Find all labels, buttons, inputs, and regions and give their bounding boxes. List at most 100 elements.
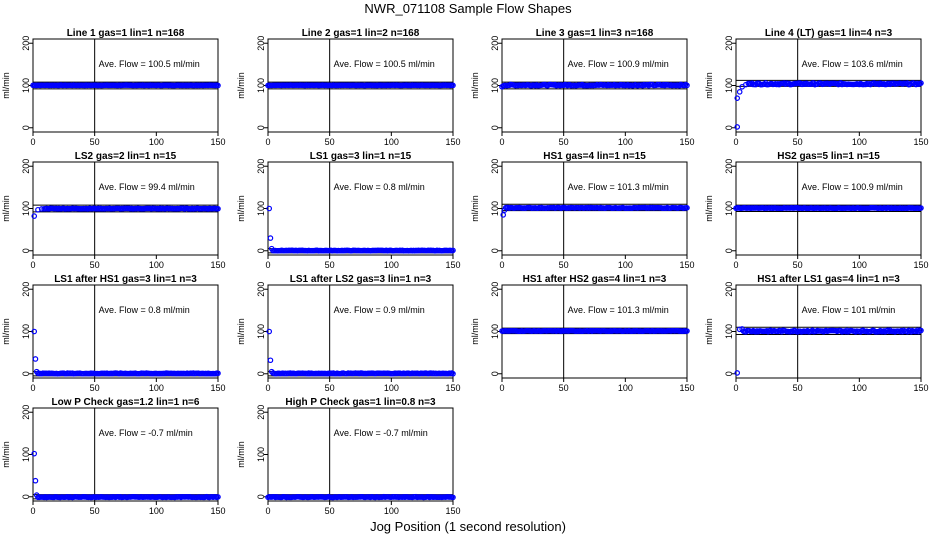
y-axis-label: ml/min <box>470 195 480 222</box>
x-tick-label: 0 <box>733 137 738 147</box>
panel-title: HS1 gas=4 lin=1 n=15 <box>543 151 646 162</box>
y-tick-label: 100 <box>724 78 734 93</box>
y-tick-label: 200 <box>256 282 266 297</box>
average-flow-annotation: Ave. Flow = 100.9 ml/min <box>568 59 669 69</box>
x-tick-label: 0 <box>265 383 270 393</box>
panel-9: LS1 after HS1 gas=3 lin=1 n=3 0 50 100 150 0 1… <box>1 274 226 393</box>
average-flow-annotation: Ave. Flow = 103.6 ml/min <box>802 59 903 69</box>
x-tick-label: 50 <box>325 506 335 516</box>
panel-10: LS1 after LS2 gas=3 lin=1 n=3 0 50 100 150 0 1… <box>236 274 461 393</box>
data-point <box>215 494 221 500</box>
y-axis-label: ml/min <box>1 195 11 222</box>
data-point <box>266 328 273 335</box>
y-tick-label: 100 <box>490 324 500 339</box>
x-tick-label: 100 <box>384 506 399 516</box>
y-axis-label: ml/min <box>1 318 11 345</box>
data-points <box>499 81 690 90</box>
y-tick-label: 100 <box>256 324 266 339</box>
x-tick-label: 0 <box>265 506 270 516</box>
plot-frame <box>32 407 219 502</box>
x-tick-label: 150 <box>913 260 928 270</box>
average-flow-annotation: Ave. Flow = 100.5 ml/min <box>99 59 200 69</box>
x-tick-label: 0 <box>30 506 35 516</box>
y-axis-label: ml/min <box>470 72 480 99</box>
data-point <box>267 357 274 364</box>
data-points <box>265 82 456 89</box>
panel-2: Line 2 gas=1 lin=2 n=168 0 50 100 150 0 100 200… <box>236 28 461 147</box>
panel-3: Line 3 gas=1 lin=3 n=168 0 50 100 150 0 100 200… <box>470 28 695 147</box>
data-points <box>499 327 690 335</box>
panel-title: LS1 after HS1 gas=3 lin=1 n=3 <box>54 274 197 285</box>
data-point <box>450 494 456 501</box>
x-tick-label: 150 <box>210 506 225 516</box>
data-point <box>842 328 849 335</box>
panel-8: HS2 gas=5 lin=1 n=15 0 50 100 150 0 100 200 ml/m… <box>704 151 929 270</box>
y-tick-label: 0 <box>724 125 734 130</box>
panel-13: Low P Check gas=1.2 lin=1 n=6 0 50 100 150 0 1… <box>1 397 226 516</box>
data-point <box>684 82 690 89</box>
data-point <box>736 89 743 95</box>
panel-title: HS2 gas=5 lin=1 n=15 <box>777 151 880 162</box>
average-flow-annotation: Ave. Flow = 99.4 ml/min <box>99 182 195 192</box>
y-tick-label: 0 <box>724 371 734 376</box>
panel-7: HS1 gas=4 lin=1 n=15 0 50 100 150 0 100 200 ml/m… <box>470 151 695 270</box>
x-tick-label: 150 <box>445 260 460 270</box>
data-points <box>31 205 221 219</box>
y-axis-label: ml/min <box>470 318 480 345</box>
x-tick-label: 50 <box>325 383 335 393</box>
y-tick-label: 200 <box>21 405 31 420</box>
panel-title: HS1 after HS2 gas=4 lin=1 n=3 <box>523 274 667 285</box>
y-axis-label: ml/min <box>1 72 11 99</box>
average-flow-annotation: Ave. Flow = -0.7 ml/min <box>334 428 428 438</box>
y-tick-label: 100 <box>256 201 266 216</box>
x-tick-label: 100 <box>618 383 633 393</box>
x-tick-label: 100 <box>852 137 867 147</box>
data-points <box>500 204 690 218</box>
x-tick-label: 150 <box>210 383 225 393</box>
data-point <box>215 370 221 377</box>
panel-6: LS1 gas=3 lin=1 n=15 0 50 100 150 0 100 200 ml/m… <box>236 151 461 270</box>
x-tick-label: 150 <box>679 137 694 147</box>
panel-title: LS2 gas=2 lin=1 n=15 <box>75 151 177 162</box>
x-tick-label: 150 <box>913 383 928 393</box>
data-point <box>266 205 273 212</box>
data-point <box>32 477 39 484</box>
panel-1: Line 1 gas=1 lin=1 n=168 0 50 100 150 0 100 200… <box>1 28 226 147</box>
x-tick-label: 150 <box>445 383 460 393</box>
y-tick-label: 200 <box>21 159 31 174</box>
y-axis-label: ml/min <box>236 72 246 99</box>
plot-frame <box>267 407 454 502</box>
y-tick-label: 200 <box>490 36 500 51</box>
y-tick-label: 0 <box>21 125 31 130</box>
data-point <box>734 370 741 376</box>
data-points <box>30 82 221 89</box>
x-tick-label: 150 <box>445 137 460 147</box>
data-point <box>450 82 456 89</box>
x-tick-label: 150 <box>679 260 694 270</box>
x-tick-label: 100 <box>852 383 867 393</box>
x-tick-label: 0 <box>499 383 504 393</box>
panel-title: High P Check gas=1 lin=0.8 n=3 <box>285 397 436 408</box>
x-tick-label: 50 <box>90 137 100 147</box>
y-tick-label: 0 <box>21 371 31 376</box>
x-tick-label: 100 <box>149 383 164 393</box>
panel-11: HS1 after HS2 gas=4 lin=1 n=3 0 50 100 150 0 1… <box>470 274 695 393</box>
y-tick-label: 100 <box>724 324 734 339</box>
y-tick-label: 200 <box>256 405 266 420</box>
x-tick-label: 150 <box>913 137 928 147</box>
x-tick-label: 100 <box>384 137 399 147</box>
panel-12: HS1 after LS1 gas=4 lin=1 n=3 0 50 100 150 0 1… <box>704 274 929 393</box>
y-axis-label: ml/min <box>1 441 11 468</box>
data-points <box>31 328 221 377</box>
y-tick-label: 0 <box>490 248 500 253</box>
x-tick-label: 0 <box>30 383 35 393</box>
x-tick-label: 50 <box>325 260 335 270</box>
average-flow-annotation: Ave. Flow = 101.3 ml/min <box>568 182 669 192</box>
average-flow-annotation: Ave. Flow = -0.7 ml/min <box>99 428 193 438</box>
x-tick-label: 0 <box>733 383 738 393</box>
y-tick-label: 200 <box>21 36 31 51</box>
average-flow-annotation: Ave. Flow = 100.9 ml/min <box>802 182 903 192</box>
average-flow-annotation: Ave. Flow = 100.5 ml/min <box>334 59 435 69</box>
x-tick-label: 50 <box>559 137 569 147</box>
